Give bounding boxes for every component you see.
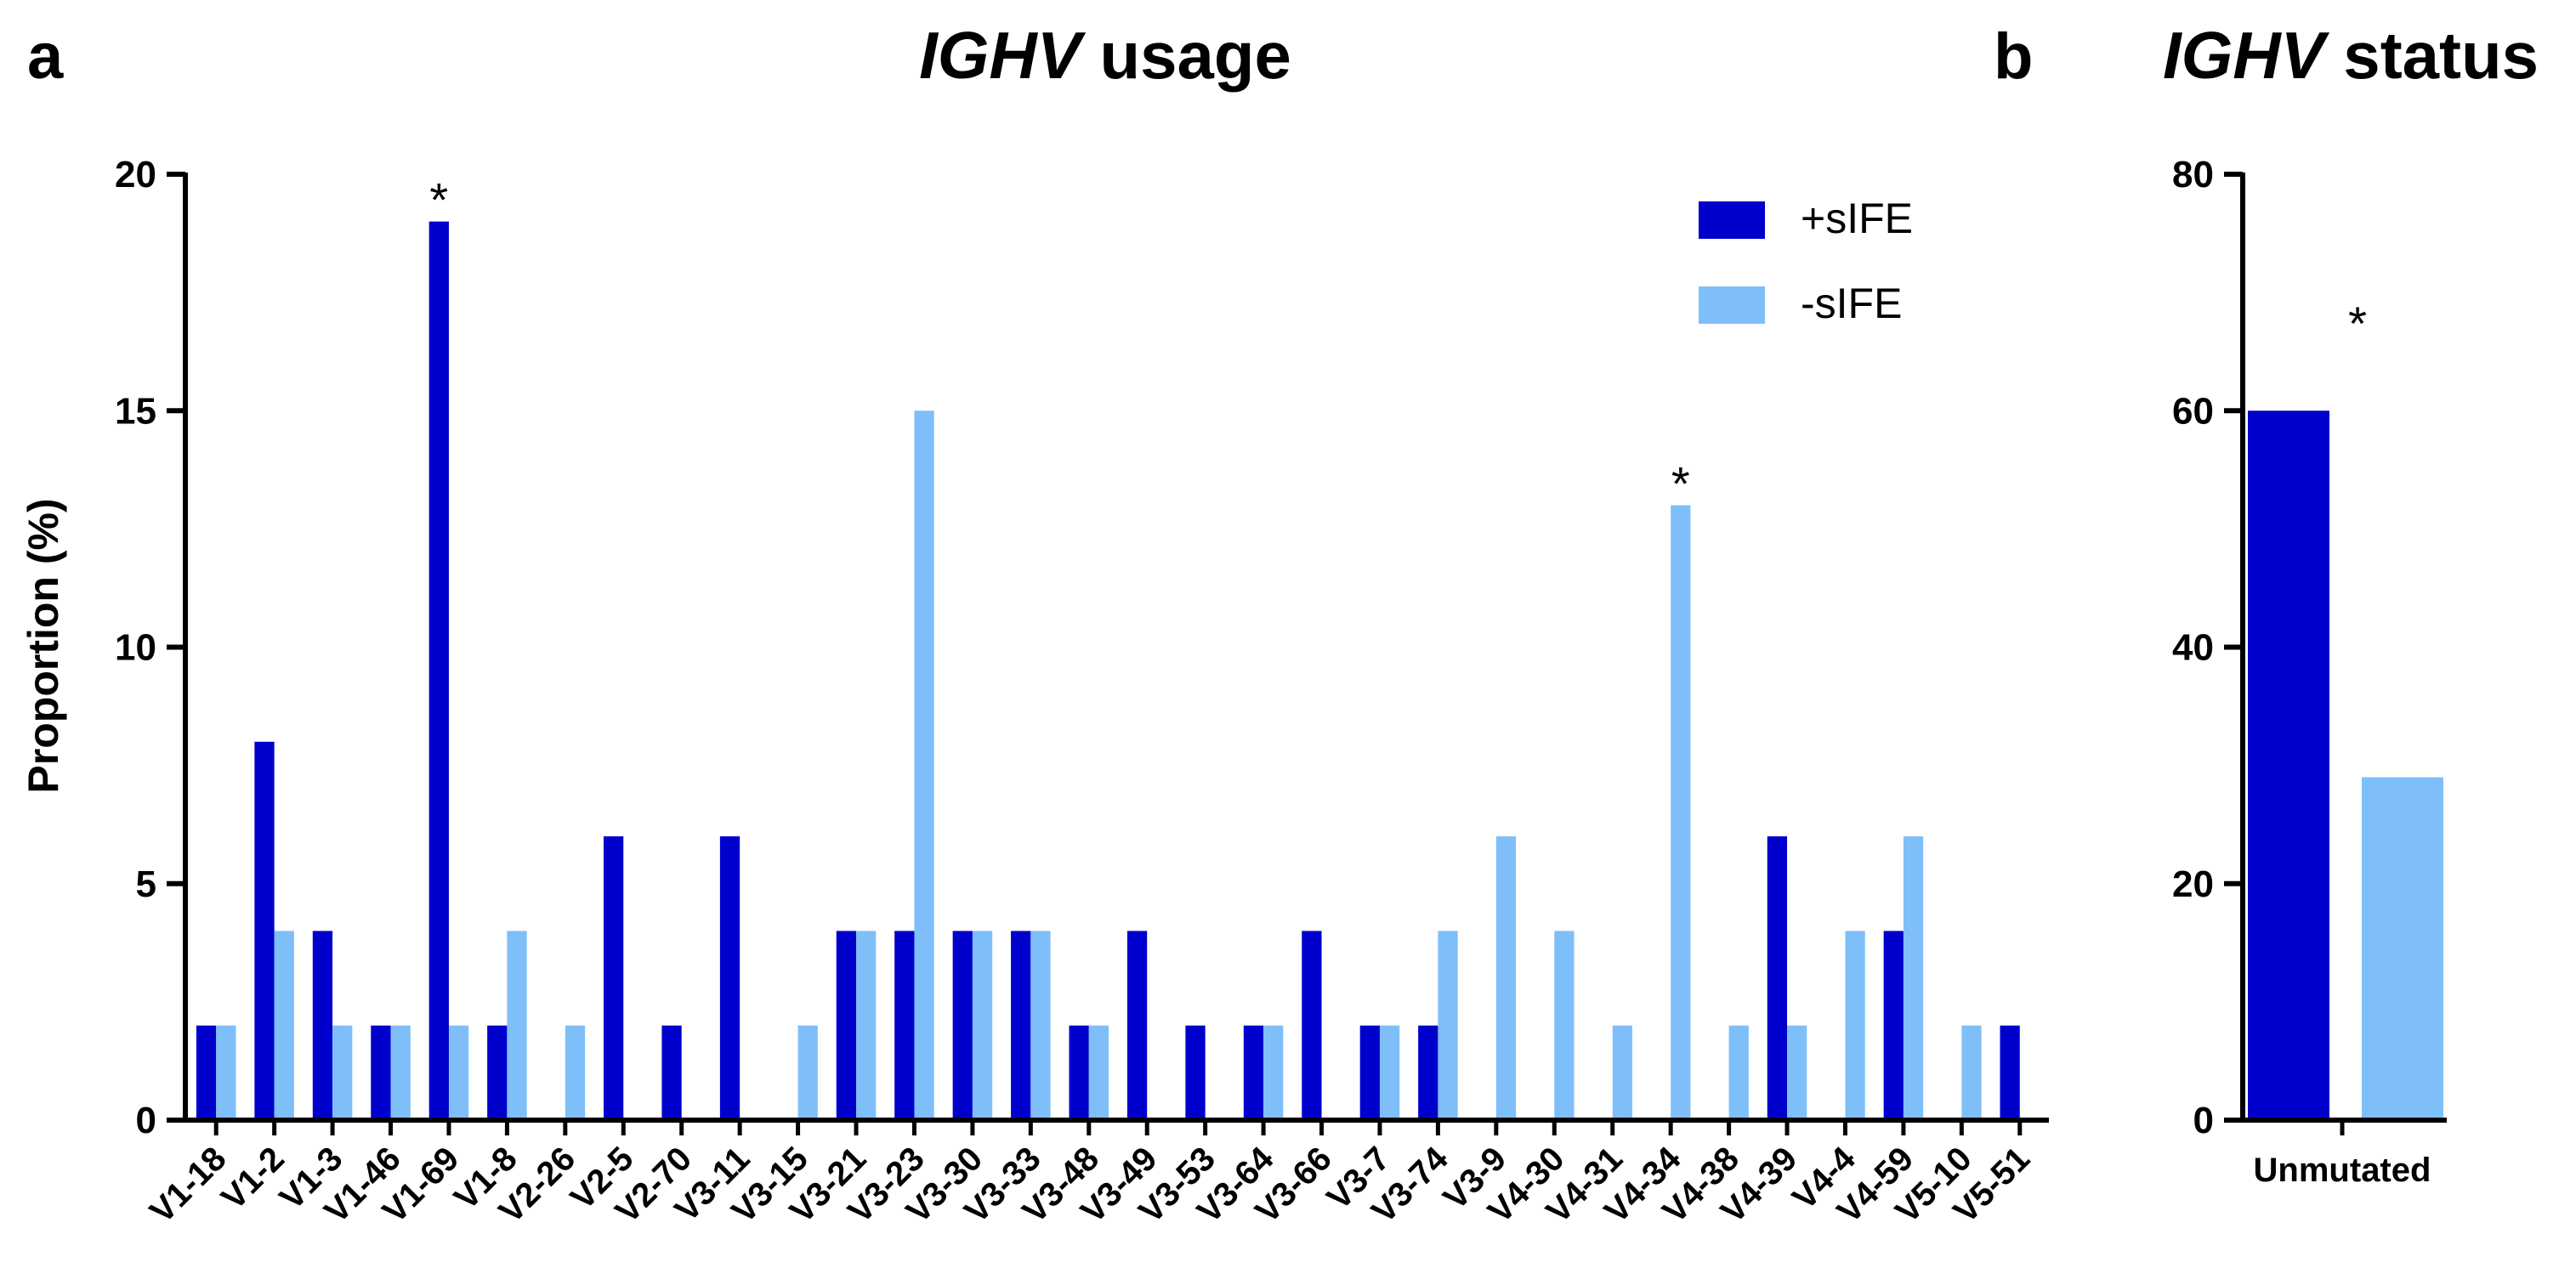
bar-neg-V4-30 [1554,931,1575,1120]
bar-neg-V4-59 [1903,836,1924,1120]
y-tick-label-0: 0 [2193,1100,2214,1141]
bar-neg-V1-46 [390,1025,411,1120]
bar-neg-V3-48 [1088,1025,1109,1120]
bar-pos-V3-11 [719,836,740,1120]
y-tick-label-0: 0 [136,1100,156,1141]
chart-a-title-italic: IGHV [919,18,1087,93]
bar-pos-V3-30 [952,931,973,1120]
bar-neg-V3-30 [972,931,993,1120]
y-tick-label-5: 5 [136,863,156,905]
chart-b-plot: Unmutated * 0 20 40 60 80 [2172,154,2447,1189]
bar-neg-V2-26 [565,1025,586,1120]
bar-neg-V4-4 [1845,931,1865,1120]
bar-neg-V1-3 [332,1025,353,1120]
bar-pos-V3-7 [1359,1025,1380,1120]
bar-neg-V3-23 [914,410,934,1120]
bar-pos-V3-49 [1126,931,1148,1120]
y-tick-label-15: 15 [115,390,156,432]
bar-pos-V3-64 [1243,1025,1264,1120]
bar-pos-V1-2 [254,741,275,1120]
bar-pos-Unmutated [2248,410,2329,1120]
bar-neg-V3-33 [1030,931,1051,1120]
chart-b-title-rest: status [2325,18,2539,93]
bar-neg-V1-69 [448,1025,469,1120]
bar-pos-V1-18 [196,1025,217,1120]
y-tick-label-20: 20 [2172,863,2214,905]
significance-star-Unmutated: * [2348,297,2367,350]
bar-neg-V1-8 [507,931,527,1120]
bar-pos-V2-70 [661,1025,682,1120]
bar-neg-V3-9 [1495,836,1517,1120]
bar-neg-V3-64 [1263,1025,1284,1120]
bar-pos-V5-51 [2000,1025,2020,1120]
panel-a-letter: a [27,20,64,93]
y-tick-label-10: 10 [115,627,156,669]
significance-star-V1-69: * [429,173,448,227]
bar-pos-V1-46 [371,1025,391,1120]
chart-a-title: IGHV usage [919,18,1291,93]
bar-neg-V4-38 [1728,1025,1749,1120]
x-tick-label-Unmutated: Unmutated [2254,1152,2431,1189]
bar-pos-V3-74 [1418,1025,1438,1120]
bar-neg-V4-31 [1612,1025,1632,1120]
bar-pos-V1-69 [428,221,449,1120]
y-tick-label-60: 60 [2172,390,2214,432]
bar-neg-V5-10 [1961,1025,1982,1120]
legend-swatch-pos [1699,201,1765,239]
y-tick-label-80: 80 [2172,154,2214,195]
bar-pos-V3-33 [1011,931,1031,1120]
significance-star-V4-34: * [1671,457,1690,511]
bar-pos-V3-23 [894,931,915,1120]
bar-neg-V3-21 [856,931,877,1120]
chart-b-title-italic: IGHV [2163,18,2330,93]
y-tick-label-20: 20 [115,154,156,195]
bar-pos-V4-59 [1883,931,1904,1120]
y-tick-label-40: 40 [2172,627,2214,669]
legend-label-pos: +sIFE [1801,195,1913,242]
bar-neg-V4-34 [1671,505,1691,1120]
bar-neg-V1-2 [274,931,294,1120]
bar-pos-V4-39 [1767,836,1788,1120]
legend-label-neg: -sIFE [1801,280,1902,327]
bar-pos-V1-3 [312,931,333,1120]
bar-neg-V3-74 [1438,931,1458,1120]
bar-neg-Unmutated [2362,777,2443,1120]
bar-neg-V4-39 [1787,1025,1807,1120]
bar-pos-V3-48 [1069,1025,1089,1120]
bar-pos-V3-66 [1302,931,1322,1120]
chart-a-ylabel: Proportion (%) [20,498,67,793]
bar-neg-V3-15 [797,1025,818,1120]
bar-neg-V1-18 [216,1025,236,1120]
legend-swatch-neg [1699,286,1765,324]
bar-pos-V3-53 [1185,1025,1206,1120]
chart-a-title-rest: usage [1081,18,1291,93]
bar-neg-V3-7 [1379,1025,1400,1120]
panel-b-letter: b [1994,20,2033,93]
x-tick-label-V1-2: V1-2 [214,1140,292,1217]
bar-pos-V3-21 [836,931,857,1120]
chart-b-title: IGHV status [2163,18,2539,93]
bar-pos-V2-5 [604,836,624,1120]
bar-pos-V1-8 [487,1025,508,1120]
